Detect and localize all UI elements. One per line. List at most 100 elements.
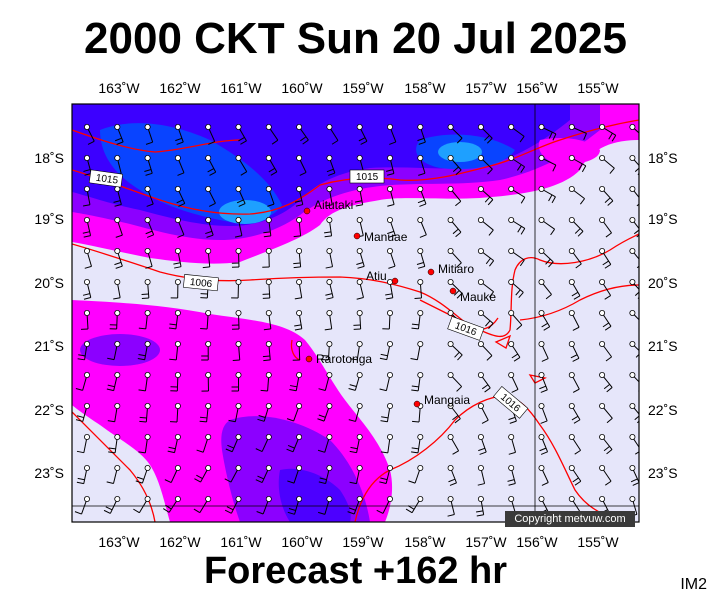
wind-barb <box>141 278 151 299</box>
lon-tick-label: 159˚W <box>342 534 384 550</box>
wind-barb <box>568 154 587 173</box>
wind-barb <box>170 278 181 299</box>
wind-barb <box>447 464 457 486</box>
wind-barb <box>507 464 516 486</box>
wind-barb <box>84 124 95 145</box>
wind-barb <box>408 464 424 484</box>
wind-barb <box>508 371 519 393</box>
wind-barb <box>599 402 613 424</box>
wind-barb <box>205 216 214 238</box>
precip-north-core4 <box>438 142 482 162</box>
town-rarotonga: Rarotonga <box>305 352 372 366</box>
wind-barb <box>109 309 121 330</box>
wind-barb <box>477 247 495 267</box>
wind-barb <box>568 247 582 269</box>
wind-barb <box>138 309 151 330</box>
wind-barb <box>194 464 212 483</box>
wind-barb <box>82 278 92 300</box>
wind-barb <box>356 247 365 269</box>
forecast-subtitle: Forecast +162 hr <box>203 550 508 592</box>
lon-tick-label: 160˚W <box>281 80 323 96</box>
wind-barb <box>538 433 549 455</box>
wind-barb <box>447 247 462 268</box>
wind-barb <box>293 247 303 269</box>
wind-barb <box>353 309 363 330</box>
wind-barb <box>167 433 181 454</box>
copyright-notice: Copyright metvuw.com <box>505 511 635 527</box>
wind-barb <box>174 154 185 176</box>
svg-text:1015: 1015 <box>95 173 119 187</box>
wind-barb <box>318 495 333 515</box>
lon-tick-label: 162˚W <box>159 534 201 550</box>
lon-tick-label: 161˚W <box>220 534 262 550</box>
wind-barb <box>629 402 639 424</box>
lat-tick-label: 19˚S <box>648 211 678 227</box>
wind-barb <box>411 309 424 330</box>
town-mangaia: Mangaia <box>413 393 470 408</box>
svg-text:Rarotonga: Rarotonga <box>316 352 372 366</box>
wind-barb <box>477 216 494 236</box>
wind-barb <box>263 216 272 238</box>
wind-barb <box>568 371 580 393</box>
wind-barb <box>144 185 154 207</box>
wind-barb <box>629 464 639 486</box>
wind-barb <box>324 216 333 238</box>
wind-barb <box>568 216 584 237</box>
wind-barb <box>317 433 333 453</box>
lon-tick-label: 160˚W <box>281 534 323 550</box>
wind-barb <box>265 124 279 145</box>
wind-barb <box>196 433 212 453</box>
svg-text:Manuae: Manuae <box>364 230 408 244</box>
wind-barb <box>538 402 548 424</box>
isobar-west-south <box>72 411 156 522</box>
lon-ticks-bottom: 163˚W 162˚W 161˚W 160˚W 159˚W 158˚W 157˚… <box>98 534 619 550</box>
svg-text:Mitiaro: Mitiaro <box>438 262 474 276</box>
lon-ticks-top: 163˚W 162˚W 161˚W 160˚W 159˚W 158˚W 157˚… <box>98 80 619 96</box>
lat-tick-label: 21˚S <box>34 338 64 354</box>
wind-barb <box>599 124 617 142</box>
svg-text:1015: 1015 <box>356 172 379 183</box>
wind-barb <box>262 340 272 362</box>
lat-ticks-left: 18˚S 19˚S 20˚S 21˚S 22˚S 23˚S <box>34 150 64 481</box>
wind-barb <box>386 185 395 207</box>
wind-barb <box>538 309 551 331</box>
wind-barb <box>568 278 581 300</box>
wind-barb <box>599 278 612 300</box>
wind-barb <box>293 216 303 238</box>
wind-barb <box>170 371 181 392</box>
lat-tick-label: 21˚S <box>648 338 678 354</box>
wind-barb <box>477 464 486 486</box>
wind-barb <box>108 433 121 454</box>
lat-tick-label: 19˚S <box>34 211 64 227</box>
wind-barb <box>168 309 181 330</box>
wind-barb <box>477 309 494 330</box>
wind-barb <box>380 433 393 454</box>
wind-barb <box>255 433 272 453</box>
wind-barb <box>326 124 339 145</box>
wind-barb <box>629 371 639 392</box>
wind-barb <box>255 464 272 484</box>
wind-barb <box>174 124 184 145</box>
wind-barb <box>417 154 426 176</box>
wind-barb <box>382 309 393 330</box>
wind-barb <box>386 247 396 269</box>
lon-tick-label: 163˚W <box>98 80 140 96</box>
lat-tick-label: 23˚S <box>34 465 64 481</box>
wind-barb <box>411 433 424 454</box>
svg-text:1006: 1006 <box>189 277 213 290</box>
wind-barb <box>477 433 487 455</box>
precip-south-blob <box>80 334 160 366</box>
wind-barb <box>350 340 363 361</box>
wind-barb <box>599 371 613 393</box>
wind-barb <box>508 433 516 455</box>
wind-barb <box>144 154 153 176</box>
wind-barb <box>231 309 242 330</box>
lat-tick-label: 23˚S <box>648 465 678 481</box>
town-aitutaki: Aitutaki <box>303 198 353 215</box>
wind-barb <box>417 216 427 238</box>
wind-barb <box>477 402 489 424</box>
wind-barb <box>477 154 493 175</box>
wind-barb <box>349 464 363 485</box>
wind-barb <box>447 340 463 361</box>
wind-barb <box>173 247 182 269</box>
